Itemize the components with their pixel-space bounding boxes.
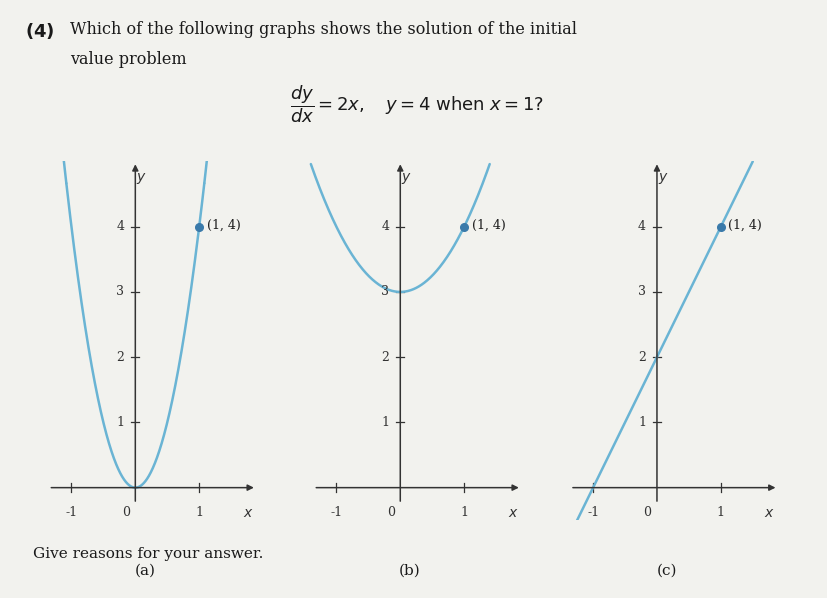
Text: $x$: $x$ — [763, 506, 774, 520]
Text: -1: -1 — [65, 506, 78, 519]
Text: 4: 4 — [117, 220, 124, 233]
Text: 1: 1 — [716, 506, 724, 519]
Text: 2: 2 — [117, 350, 124, 364]
Text: $y$: $y$ — [136, 171, 147, 186]
Text: 2: 2 — [381, 350, 389, 364]
Text: (a): (a) — [134, 563, 155, 577]
Text: 3: 3 — [381, 285, 389, 298]
Text: 1: 1 — [381, 416, 389, 429]
Text: 4: 4 — [638, 220, 645, 233]
Text: value problem: value problem — [70, 51, 187, 68]
Text: 0: 0 — [386, 506, 394, 519]
Text: 1: 1 — [117, 416, 124, 429]
Text: Which of the following graphs shows the solution of the initial: Which of the following graphs shows the … — [70, 21, 576, 38]
Text: (1, 4): (1, 4) — [471, 219, 505, 232]
Text: $x$: $x$ — [507, 506, 518, 520]
Text: Give reasons for your answer.: Give reasons for your answer. — [33, 547, 263, 561]
Text: -1: -1 — [586, 506, 599, 519]
Text: 4: 4 — [381, 220, 389, 233]
Text: 1: 1 — [195, 506, 203, 519]
Text: -1: -1 — [330, 506, 342, 519]
Text: 2: 2 — [638, 350, 645, 364]
Text: 0: 0 — [122, 506, 130, 519]
Text: $\dfrac{dy}{dx} = 2x,\quad y = 4\ \mathrm{when}\ x = 1?$: $\dfrac{dy}{dx} = 2x,\quad y = 4\ \mathr… — [289, 84, 543, 126]
Text: $y$: $y$ — [657, 171, 668, 186]
Text: $x$: $x$ — [242, 506, 253, 520]
Text: $y$: $y$ — [401, 171, 412, 186]
Text: 0: 0 — [643, 506, 651, 519]
Text: (c): (c) — [656, 563, 676, 577]
Text: (1, 4): (1, 4) — [207, 219, 241, 232]
Text: (b): (b) — [399, 563, 420, 577]
Text: 1: 1 — [638, 416, 645, 429]
Text: (1, 4): (1, 4) — [728, 219, 762, 232]
Text: 3: 3 — [117, 285, 124, 298]
Text: 1: 1 — [460, 506, 467, 519]
Text: 3: 3 — [638, 285, 645, 298]
Text: $\mathbf{(4)}$: $\mathbf{(4)}$ — [25, 21, 55, 41]
